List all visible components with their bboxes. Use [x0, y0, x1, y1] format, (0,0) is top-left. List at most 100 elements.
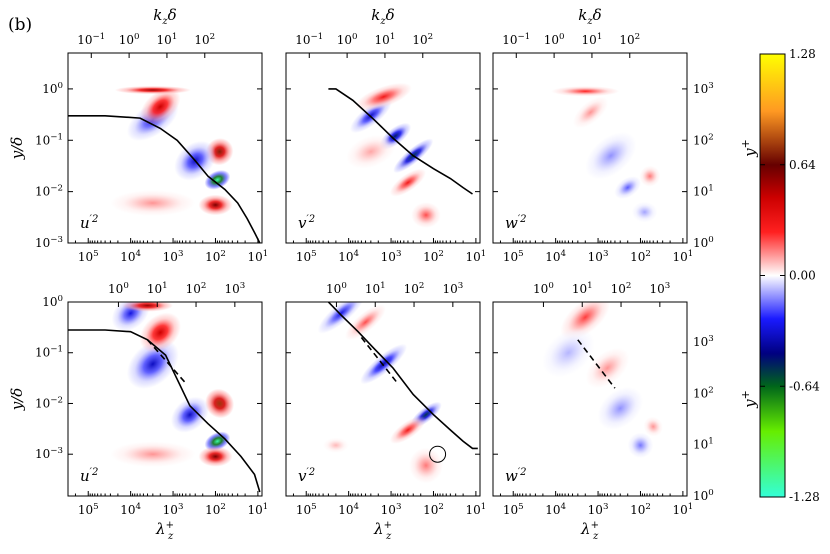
panel-top-u: u′2 105 104 103 102 101 10−1 100 101 102 100 10−1 10… [35, 32, 268, 264]
x-tick-label: 103 [163, 502, 184, 517]
contour-blob [122, 302, 173, 312]
contour-blob [643, 416, 663, 437]
x-tick-label: 101 [465, 249, 486, 264]
x-tick-label: 105 [78, 502, 99, 517]
y-plus-tick-label: 102 [693, 132, 714, 147]
y-plus-axis-label: y+ [739, 390, 759, 409]
x-tick-label: 102 [630, 502, 651, 517]
contour-blob [542, 328, 595, 378]
contour-blob [126, 339, 179, 389]
x-tick-label: 105 [78, 249, 99, 264]
contour-blob [585, 347, 630, 389]
contour-blob [170, 396, 209, 433]
contour-blob [597, 387, 643, 430]
colorbar-tick-label: -0.64 [789, 379, 820, 393]
panel-frame [492, 52, 688, 244]
contour-blob [560, 302, 611, 340]
bottom-axis-label: λ+ z [155, 520, 174, 542]
top-tick-label: 100 [533, 281, 554, 296]
x-tick-label: 101 [465, 502, 486, 517]
top-tick-label: 103 [224, 281, 245, 296]
top-tick-label: 103 [442, 281, 463, 296]
panel-frame [285, 301, 481, 497]
variable-label: u′2 [80, 467, 98, 485]
bottom-axis-label: λ+ z [580, 520, 599, 542]
contour-blob [198, 194, 233, 216]
top-axis-label: kzδ [578, 6, 601, 27]
top-tick-label: 102 [412, 32, 433, 47]
x-tick-label: 105 [296, 502, 317, 517]
marker-circle [429, 445, 447, 463]
contour-blob [204, 431, 231, 451]
y-tick-label: 100 [42, 294, 63, 309]
x-tick-label: 104 [338, 249, 359, 264]
y-plus-tick-label: 100 [693, 488, 714, 503]
solid-contour-line [328, 88, 473, 195]
contour-blob [204, 170, 231, 190]
y-outer-axis-label: y/δ [8, 137, 26, 161]
contour-blob [389, 168, 426, 197]
contour-blob [205, 388, 235, 419]
x-tick-label: 101 [247, 249, 268, 264]
y-tick-label: 10−2 [35, 184, 63, 199]
panel-bottom-u: u′2 105 104 103 102 101 100 101 102 103 100 10−1 10−… [35, 281, 268, 517]
variable-label: v′2 [298, 467, 315, 485]
y-plus-tick-label: 101 [693, 184, 714, 199]
contour-blob [409, 447, 443, 484]
x-tick-label: 105 [296, 249, 317, 264]
x-tick-label: 102 [423, 502, 444, 517]
top-tick-label: 101 [365, 281, 386, 296]
contour-blob [317, 302, 365, 334]
panel-label: (b) [8, 15, 32, 35]
contour-blob [614, 176, 641, 199]
contour-blob [627, 432, 654, 458]
top-tick-label: 100 [119, 32, 140, 47]
x-tick-label: 104 [120, 249, 141, 264]
top-tick-label: 103 [649, 281, 670, 296]
contour-field [493, 53, 687, 243]
x-tick-label: 103 [381, 502, 402, 517]
contour-field [493, 302, 687, 496]
top-tick-label: 101 [147, 281, 168, 296]
y-tick-label: 10−1 [35, 345, 63, 360]
solid-contour-line [68, 329, 261, 493]
colorbar: 1.28 0.64 0.00 -0.64 -1.28 [759, 47, 820, 504]
contour-blob [198, 446, 233, 467]
y-tick-label: 100 [42, 81, 63, 96]
y-plus-tick-label: 103 [693, 334, 714, 349]
x-tick-label: 101 [672, 249, 693, 264]
top-axis-label: kzδ [371, 6, 394, 27]
x-tick-label: 105 [503, 249, 524, 264]
top-tick-label: 102 [404, 281, 425, 296]
x-tick-label: 103 [381, 249, 402, 264]
y-plus-axis-label: y+ [739, 139, 759, 158]
top-tick-label: 101 [157, 32, 178, 47]
colorbar-tick-label: 0.64 [789, 158, 816, 172]
contour-blob [110, 441, 196, 467]
panel-frame [67, 301, 263, 497]
contour-blob [389, 416, 426, 444]
x-tick-label: 101 [247, 502, 268, 517]
top-tick-label: 101 [572, 281, 593, 296]
x-tick-label: 103 [588, 249, 609, 264]
top-tick-label: 100 [337, 32, 358, 47]
x-tick-label: 104 [338, 502, 359, 517]
contour-blob [411, 202, 441, 228]
contour-blob [639, 165, 661, 187]
x-tick-label: 103 [588, 502, 609, 517]
contour-blob [551, 86, 620, 97]
top-tick-label: 100 [326, 281, 347, 296]
top-tick-label: 102 [194, 32, 215, 47]
x-tick-label: 102 [205, 502, 226, 517]
contour-blob [140, 88, 181, 126]
panel-frame [492, 301, 688, 497]
solid-contour-line [68, 115, 261, 243]
variable-label: w′2 [505, 214, 526, 232]
top-tick-label: 10−1 [295, 32, 323, 47]
y-outer-axis-label: y/δ [8, 388, 26, 412]
y-tick-label: 10−3 [35, 235, 63, 250]
y-plus-tick-label: 100 [693, 235, 714, 250]
y-tick-label: 10−3 [35, 446, 63, 461]
